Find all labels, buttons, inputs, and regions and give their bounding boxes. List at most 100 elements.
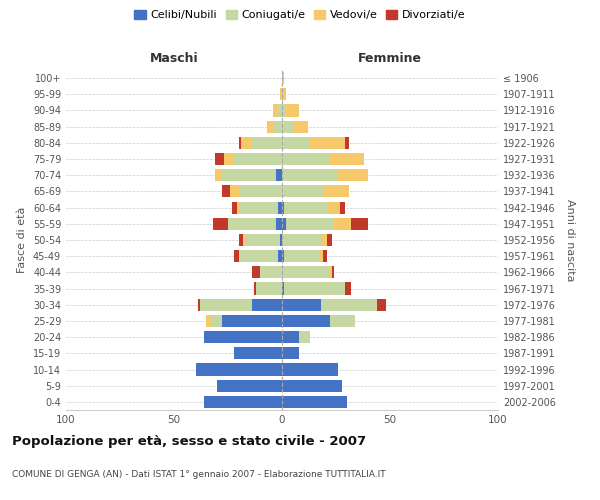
Y-axis label: Fasce di età: Fasce di età	[17, 207, 27, 273]
Bar	[282, 250, 284, 262]
Bar	[299, 331, 310, 343]
Bar	[282, 72, 284, 84]
Bar	[235, 348, 282, 360]
Bar	[215, 153, 224, 165]
Bar	[275, 218, 282, 230]
Bar	[245, 234, 280, 246]
Bar	[282, 234, 321, 246]
Bar	[236, 202, 239, 213]
Bar	[239, 202, 278, 213]
Bar	[321, 234, 328, 246]
Bar	[267, 120, 274, 132]
Bar	[282, 380, 343, 392]
Bar	[321, 298, 377, 311]
Bar	[282, 364, 338, 376]
Bar	[235, 153, 282, 165]
Bar	[274, 120, 282, 132]
Bar	[329, 266, 332, 278]
Bar	[329, 315, 355, 327]
Text: Maschi: Maschi	[149, 52, 199, 65]
Bar	[282, 153, 329, 165]
Bar	[284, 250, 319, 262]
Bar	[323, 186, 349, 198]
Bar	[232, 202, 236, 213]
Bar	[280, 234, 282, 246]
Bar	[284, 282, 344, 294]
Bar	[243, 234, 245, 246]
Bar	[239, 186, 282, 198]
Bar	[319, 250, 323, 262]
Bar	[328, 234, 332, 246]
Legend: Celibi/Nubili, Coniugati/e, Vedovi/e, Divorziati/e: Celibi/Nubili, Coniugati/e, Vedovi/e, Di…	[130, 6, 470, 25]
Bar	[344, 282, 351, 294]
Bar	[282, 348, 299, 360]
Bar	[329, 153, 364, 165]
Bar	[241, 137, 252, 149]
Bar	[282, 202, 284, 213]
Bar	[278, 104, 282, 117]
Bar	[278, 250, 282, 262]
Bar	[323, 250, 328, 262]
Bar	[254, 282, 256, 294]
Bar	[221, 315, 282, 327]
Bar	[204, 396, 282, 408]
Bar	[286, 218, 334, 230]
Bar	[286, 104, 299, 117]
Bar	[282, 137, 310, 149]
Text: Femmine: Femmine	[358, 52, 422, 65]
Bar	[282, 218, 286, 230]
Bar	[278, 202, 282, 213]
Text: Popolazione per età, sesso e stato civile - 2007: Popolazione per età, sesso e stato civil…	[12, 435, 366, 448]
Bar	[282, 298, 321, 311]
Bar	[228, 218, 275, 230]
Bar	[230, 186, 239, 198]
Bar	[293, 120, 308, 132]
Bar	[235, 250, 239, 262]
Bar	[221, 186, 230, 198]
Bar	[328, 202, 340, 213]
Bar	[338, 169, 368, 181]
Bar	[282, 331, 299, 343]
Bar	[239, 250, 278, 262]
Bar	[256, 282, 282, 294]
Bar	[252, 298, 282, 311]
Bar	[310, 137, 344, 149]
Bar	[224, 153, 235, 165]
Bar	[282, 88, 286, 101]
Bar	[332, 266, 334, 278]
Bar	[282, 396, 347, 408]
Bar	[275, 169, 282, 181]
Bar	[351, 218, 368, 230]
Bar	[239, 234, 243, 246]
Bar	[221, 169, 275, 181]
Bar	[217, 380, 282, 392]
Bar	[344, 137, 349, 149]
Bar	[282, 169, 338, 181]
Bar	[282, 282, 284, 294]
Bar	[282, 315, 329, 327]
Bar	[196, 364, 282, 376]
Bar	[334, 218, 351, 230]
Bar	[211, 315, 221, 327]
Bar	[213, 218, 228, 230]
Text: COMUNE DI GENGA (AN) - Dati ISTAT 1° gennaio 2007 - Elaborazione TUTTITALIA.IT: COMUNE DI GENGA (AN) - Dati ISTAT 1° gen…	[12, 470, 386, 479]
Bar	[198, 298, 200, 311]
Bar	[260, 266, 282, 278]
Bar	[280, 88, 282, 101]
Bar	[200, 298, 252, 311]
Bar	[284, 202, 328, 213]
Bar	[282, 120, 293, 132]
Bar	[252, 137, 282, 149]
Bar	[204, 331, 282, 343]
Bar	[377, 298, 386, 311]
Bar	[282, 186, 323, 198]
Bar	[340, 202, 344, 213]
Bar	[215, 169, 221, 181]
Bar	[282, 104, 286, 117]
Y-axis label: Anni di nascita: Anni di nascita	[565, 198, 575, 281]
Bar	[252, 266, 260, 278]
Bar	[274, 104, 278, 117]
Bar	[239, 137, 241, 149]
Bar	[206, 315, 211, 327]
Bar	[282, 266, 329, 278]
